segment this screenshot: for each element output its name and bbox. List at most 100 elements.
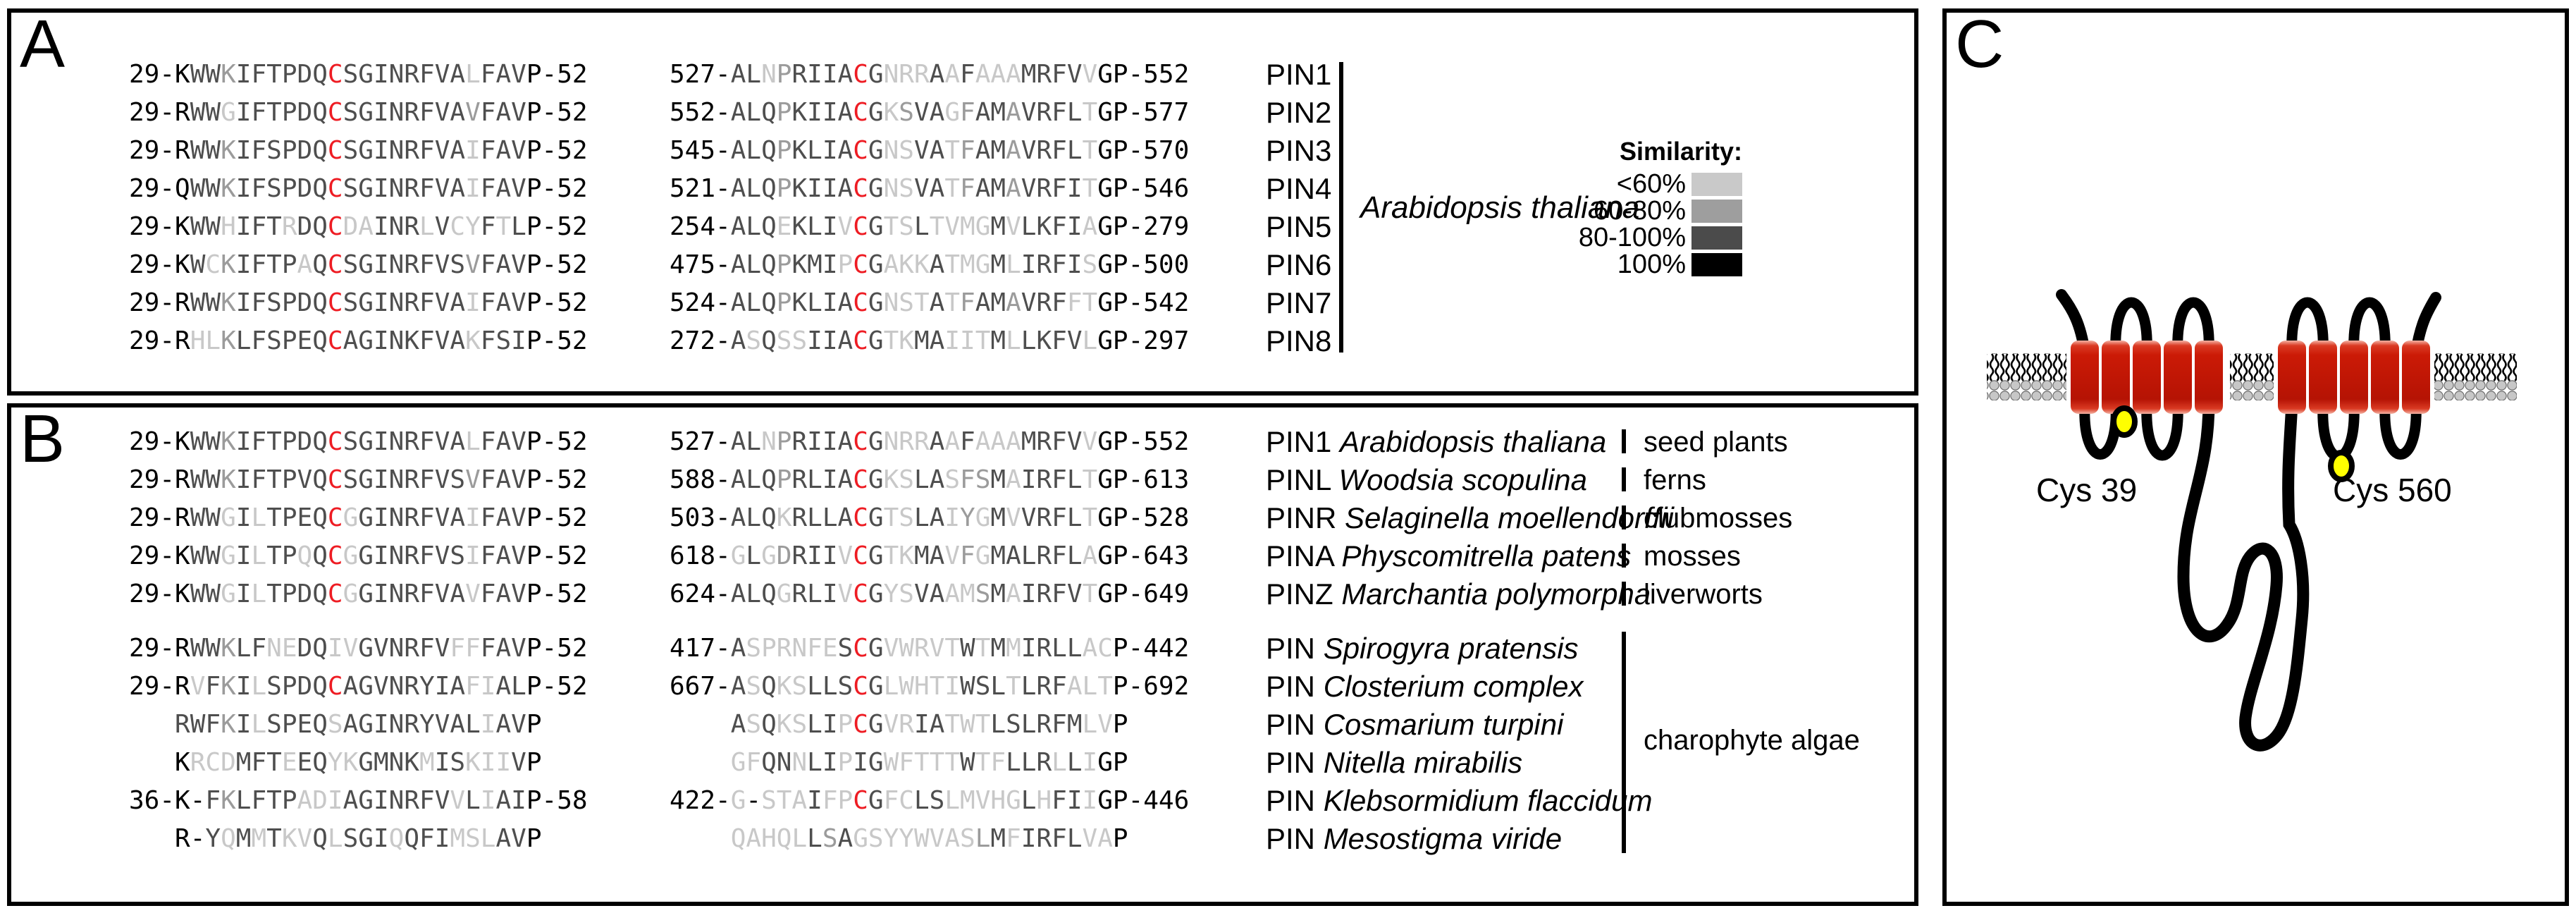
taxon-group-bracket bbox=[1622, 544, 1626, 568]
helix-2 bbox=[2102, 341, 2130, 414]
panel-a-label: A bbox=[20, 6, 66, 82]
protein-name: PIN3 bbox=[1266, 134, 1332, 167]
protein-name: PIN1 bbox=[1266, 58, 1332, 91]
legend-row: 60-80% bbox=[1491, 195, 1742, 226]
legend-swatch-lt60 bbox=[1691, 172, 1742, 196]
sequence-segment-2: 624-ALQGRLIVCGYSVAAMSMAIRFVTGP-649 bbox=[670, 580, 1190, 608]
sequence-segment-2: 527-ALNPRIIACGNRRAAFAAAMRFVVGP-552 bbox=[670, 427, 1190, 456]
alignment-row: 29-RWWGILTPEQCGGINRFVAIFAVP-52 503-ALQKRL… bbox=[11, 499, 1914, 537]
legend-swatch-100 bbox=[1691, 252, 1742, 276]
alignment-row: 29-RWWKLFNEDQIVGVNRFVFFFAVP-52 417-ASPRNF… bbox=[11, 630, 1914, 668]
protein-name: PINR Selaginella moellendorffii bbox=[1266, 501, 1674, 534]
sequence-segment-1: 29-KWWKIFTPDQCSGINRFVALFAVP-52 bbox=[129, 427, 588, 456]
protein-name: PIN7 bbox=[1266, 286, 1332, 319]
sequence-segment-2: 254-ALQEKLIVCGTSLTVMGMVLKFIAGP-279 bbox=[670, 212, 1190, 241]
central-hydrophilic-loop bbox=[2177, 396, 2310, 752]
sequence-segment-2: GFQNNLIPIGWFTTTWTFLLRLLIGP bbox=[730, 748, 1128, 777]
sequence-segment-2: 618-GLGDRIIVCGTKMAVFGMALRFLAGP-643 bbox=[670, 541, 1190, 570]
protein-name: PIN5 bbox=[1266, 210, 1332, 243]
legend-title: Similarity: bbox=[1619, 137, 1742, 166]
taxon-group-label: seed plants bbox=[1644, 427, 1788, 458]
species-name: Marchantia polymorpha bbox=[1341, 577, 1651, 611]
protein-name: PIN Closterium complex bbox=[1266, 670, 1584, 703]
cys39-label: Cys 39 bbox=[2036, 472, 2138, 508]
protein-name: PIN2 bbox=[1266, 96, 1332, 129]
charophyte-algae-bracket bbox=[1622, 632, 1626, 853]
species-name: Closterium complex bbox=[1323, 670, 1584, 703]
species-name: Physcomitrella patens bbox=[1341, 539, 1632, 572]
species-name: Mesostigma viride bbox=[1323, 822, 1563, 855]
sequence-segment-1: RWFKILSPEQSAGINRYVALIAVP bbox=[175, 710, 542, 739]
species-name: Woodsia scopulina bbox=[1338, 463, 1588, 496]
protein-name: PIN Mesostigma viride bbox=[1266, 822, 1563, 855]
sequence-segment-2: 552-ALQPKIIACGKSVAGFAMAVRFLTGP-577 bbox=[670, 98, 1190, 127]
sequence-segment-2: QAHQLLSAGSYYWVASLMFIRFLVAP bbox=[730, 824, 1128, 853]
alignment-row: 29-RHLKLFSPEQCAGINKFVAKFSIP-52 272-ASQSSI… bbox=[11, 322, 1914, 360]
sequence-segment-1: 29-KWWGILTPDQCGGINRFVAVFAVP-52 bbox=[129, 580, 588, 608]
panel-a: A 29-KWWKIFTPDQCSGINRFVALFAVP-52 527-ALNP… bbox=[7, 6, 1918, 396]
intracellular-loops bbox=[2079, 396, 2422, 752]
legend-swatch-80-100 bbox=[1691, 226, 1742, 250]
species-name: Selaginella moellendorffii bbox=[1345, 501, 1674, 534]
protein-name: PINZ Marchantia polymorpha bbox=[1266, 577, 1651, 611]
taxon-group-label: mosses bbox=[1644, 541, 1741, 572]
sequence-segment-1: 29-KWWKIFTPDQCSGINRFVALFAVP-52 bbox=[129, 60, 588, 89]
sequence-segment-1: 29-RWWKIFTPVQCSGINRFVSVFAVP-52 bbox=[129, 465, 588, 494]
sequence-segment-1: 29-RWWKIFSPDQCSGINRFVAIFAVP-52 bbox=[129, 136, 588, 165]
cys39-residue-dot bbox=[2111, 405, 2138, 438]
alignment-row: 29-QWWKIFSPDQCSGINRFVAIFAVP-52 521-ALQPKI… bbox=[11, 170, 1914, 208]
taxon-group-bracket bbox=[1622, 429, 1626, 453]
taxon-group-bracket bbox=[1622, 505, 1626, 529]
sequence-segment-1: 29-KWWHIFTRDQCDAINRLVCYFTLP-52 bbox=[129, 212, 588, 241]
alignment-row: 29-RWWGIFTPDQCSGINRFVAVFAVP-52 552-ALQPKI… bbox=[11, 94, 1914, 132]
transmembrane-helices bbox=[2071, 341, 2430, 414]
sequence-segment-1: 29-KWCKIFTPAQCSGINRFVSVFAVP-52 bbox=[129, 250, 588, 279]
sequence-segment-1: 29-RVFKILSPDQCAGVNRYIAFIALP-52 bbox=[129, 672, 588, 701]
legend-label: 60-80% bbox=[1594, 195, 1686, 226]
helix-7 bbox=[2309, 341, 2337, 414]
sequence-segment-2: ASQKSLIPCGVRIATWTLSLRFMLVP bbox=[730, 710, 1128, 739]
sequence-segment-1: 29-RWWKIFSPDQCSGINRFVAIFAVP-52 bbox=[129, 288, 588, 317]
alignment-row: 29-RVFKILSPDQCAGVNRYIAFIALP-52 667-ASQKSL… bbox=[11, 668, 1914, 706]
alignment-row: 29-KWWHIFTRDQCDAINRLVCYFTLP-52 254-ALQEKL… bbox=[11, 208, 1914, 246]
panel-b-label: B bbox=[20, 401, 66, 477]
protein-name: PIN6 bbox=[1266, 248, 1332, 281]
sequence-segment-2: 527-ALNPRIIACGNRRAAFAAAMRFVVGP-552 bbox=[670, 60, 1190, 89]
sequence-segment-1: 29-RWWGIFTPDQCSGINRFVAVFAVP-52 bbox=[129, 98, 588, 127]
taxon-group-bracket bbox=[1622, 582, 1626, 606]
helix-9 bbox=[2371, 341, 2399, 414]
legend-swatch-60-80 bbox=[1691, 199, 1742, 223]
alignment-row: RWFKILSPEQSAGINRYVALIAVP ASQKSLIPCGVRIAT… bbox=[11, 706, 1914, 744]
panel-c: C Cys 39 Cys 560 bbox=[1942, 7, 2569, 906]
taxon-group-label: clubmosses bbox=[1644, 503, 1793, 534]
sequence-segment-1: 29-KWWGILTPQQCGGINRFVSIFAVP-52 bbox=[129, 541, 588, 570]
species-name: Nitella mirabilis bbox=[1323, 746, 1523, 779]
protein-name: PINL Woodsia scopulina bbox=[1266, 463, 1588, 496]
protein-name: PIN Cosmarium turpini bbox=[1266, 708, 1564, 741]
panel-b: B 29-KWWKIFTPDQCSGINRFVALFAVP-52 527-ALNP… bbox=[7, 401, 1918, 906]
alignment-row: 29-KWWGILTPQQCGGINRFVSIFAVP-52 618-GLGDRI… bbox=[11, 537, 1914, 575]
sequence-segment-2: 422-G-STAIFPCGFCLSLMVHGLHFIIGP-446 bbox=[670, 786, 1190, 815]
helix-10 bbox=[2402, 341, 2430, 414]
legend-row: 80-100% bbox=[1491, 222, 1742, 252]
helix-6 bbox=[2278, 341, 2306, 414]
lipid-bilayer bbox=[1987, 353, 2517, 400]
taxon-group-label: ferns bbox=[1644, 465, 1706, 496]
alignment-row: 29-KWWKIFTPDQCSGINRFVALFAVP-52 527-ALNPRI… bbox=[11, 56, 1914, 94]
protein-name: PIN Klebsormidium flaccidum bbox=[1266, 784, 1653, 817]
cys560-residue-dot bbox=[2328, 450, 2355, 482]
sequence-segment-1: 36-K-FKLFTPADIAGINRFVVLIAIP-58 bbox=[129, 786, 588, 815]
sequence-segment-1: 29-QWWKIFSPDQCSGINRFVAIFAVP-52 bbox=[129, 174, 588, 203]
protein-name: PIN4 bbox=[1266, 172, 1332, 205]
legend-row: 100% bbox=[1491, 250, 1742, 279]
species-name: Spirogyra pratensis bbox=[1323, 632, 1579, 665]
legend-label: 80-100% bbox=[1578, 222, 1686, 252]
alignment-row: 29-KWCKIFTPAQCSGINRFVSVFAVP-52 475-ALQPKM… bbox=[11, 246, 1914, 284]
sequence-segment-2: 667-ASQKSLLSCGLWHTIWSLTLRFALTP-692 bbox=[670, 672, 1190, 701]
sequence-segment-2: 545-ALQPKLIACGNSVATFAMAVRFLTGP-570 bbox=[670, 136, 1190, 165]
organism-name: Arabidopsis thaliana bbox=[1360, 190, 1640, 225]
alignment-row: KRCDMFTEEQYKGMNKMISKIIVP GFQNNLIPIGWFTTT… bbox=[11, 744, 1914, 782]
legend-label: 100% bbox=[1617, 249, 1686, 279]
helix-3 bbox=[2133, 341, 2161, 414]
